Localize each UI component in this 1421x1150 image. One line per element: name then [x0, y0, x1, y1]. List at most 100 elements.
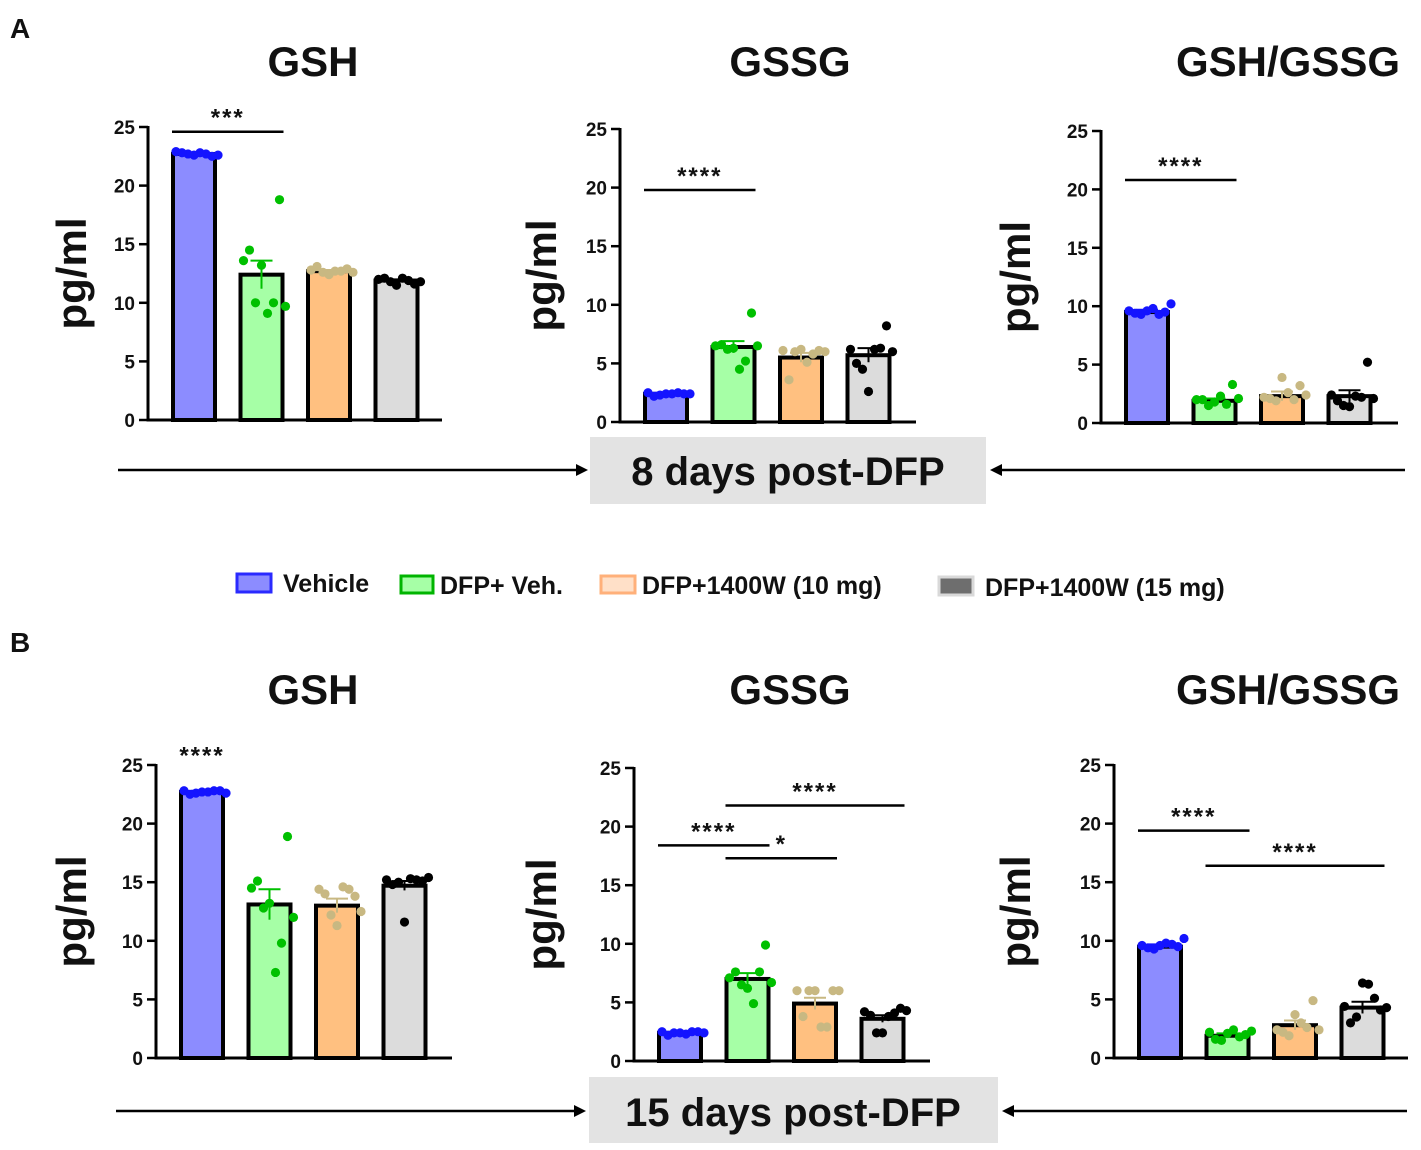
data-point [270, 967, 281, 978]
bar [1124, 310, 1170, 426]
data-point [250, 298, 261, 308]
y-tick-label: 15 [1080, 873, 1102, 894]
chart-title: GSH [267, 38, 358, 85]
data-point [1278, 1027, 1288, 1037]
arrow-left-head [1002, 1105, 1014, 1117]
data-point [863, 386, 874, 397]
data-point [699, 1028, 709, 1038]
y-tick-label: 25 [1067, 122, 1089, 143]
significance-label: **** [1171, 804, 1216, 831]
y-tick-label: 15 [586, 237, 608, 258]
y-tick-label: 25 [114, 118, 136, 139]
y-axis-label: pg/ml [518, 220, 565, 332]
y-tick-label: 5 [1090, 990, 1101, 1011]
data-point [387, 879, 398, 890]
significance-label: **** [691, 818, 736, 845]
y-axis-label: pg/ml [518, 859, 565, 971]
data-point [350, 891, 360, 901]
legend-swatch-1400w-10 [599, 574, 637, 595]
legend-label-vehicle: Vehicle [283, 570, 369, 598]
data-point [877, 1028, 888, 1038]
bar [373, 278, 420, 423]
legend-swatch-vehicle [235, 572, 273, 594]
data-point [889, 1008, 900, 1018]
data-point [754, 967, 765, 977]
data-point [808, 349, 818, 359]
data-point [189, 150, 199, 160]
data-point [244, 245, 255, 255]
y-tick-label: 25 [586, 120, 608, 141]
y-axis-label: pg/ml [48, 218, 95, 330]
y-tick-label: 5 [610, 993, 621, 1014]
data-point [256, 260, 267, 270]
data-point [740, 356, 751, 366]
significance-label: * [776, 831, 787, 858]
significance-label: *** [211, 105, 245, 132]
data-point [798, 1011, 808, 1022]
banner-bg [589, 1077, 998, 1143]
data-point [1142, 306, 1152, 316]
significance-label: **** [1158, 153, 1203, 180]
data-point [282, 831, 293, 842]
y-tick-label: 20 [586, 179, 607, 200]
data-point [685, 389, 695, 399]
data-point [1130, 308, 1140, 318]
data-point [1362, 357, 1373, 367]
data-point [734, 364, 745, 374]
data-point [336, 266, 346, 276]
y-tick-label: 10 [1067, 297, 1088, 318]
data-point [687, 1027, 697, 1037]
data-point [288, 912, 299, 922]
data-point [1179, 933, 1189, 944]
legend-label-dfp-veh: DFP+ Veh. [440, 572, 563, 600]
data-point [661, 389, 671, 399]
data-point [802, 357, 812, 367]
data-point [1233, 393, 1244, 404]
y-tick-label: 5 [124, 352, 135, 373]
data-point [1356, 392, 1367, 402]
data-point [1344, 402, 1355, 412]
data-point [1339, 1001, 1350, 1012]
data-point [1234, 1032, 1245, 1042]
data-point [663, 1030, 673, 1040]
data-point [1290, 1010, 1300, 1020]
data-point [1368, 393, 1379, 404]
data-point [1277, 372, 1287, 383]
data-point [784, 375, 794, 385]
bar [859, 1016, 906, 1063]
legend-swatch-1400w-15 [937, 575, 975, 597]
data-point [820, 347, 830, 357]
y-tick-label: 10 [586, 296, 607, 317]
y-tick-label: 20 [600, 818, 621, 839]
data-point [1381, 1003, 1392, 1013]
data-point [752, 341, 763, 351]
y-tick-label: 20 [1080, 815, 1101, 836]
data-point [312, 261, 322, 272]
arrow-right-head [576, 464, 588, 476]
data-point [1204, 1027, 1215, 1037]
legend-label-1400w-10: DFP+1400W (10 mg) [642, 572, 882, 600]
data-point [262, 308, 273, 318]
data-point [1155, 940, 1165, 951]
bar [246, 902, 293, 1061]
y-axis-label: pg/ml [48, 856, 95, 968]
y-tick-label: 10 [114, 294, 135, 315]
banner-8-days: 8 days post-DFP [118, 437, 1405, 504]
data-point [423, 872, 434, 883]
data-point [724, 973, 735, 983]
data-point [881, 321, 892, 331]
data-point [326, 910, 336, 920]
data-point [276, 938, 287, 948]
bar [1339, 1005, 1386, 1061]
bar [179, 789, 225, 1060]
bar [314, 903, 360, 1061]
y-tick-label: 15 [600, 876, 622, 897]
data-point [730, 967, 741, 977]
y-tick-label: 5 [132, 990, 143, 1011]
data-point [834, 986, 844, 996]
data-point [778, 345, 788, 356]
data-point [324, 270, 334, 280]
y-tick-label: 15 [114, 235, 136, 256]
